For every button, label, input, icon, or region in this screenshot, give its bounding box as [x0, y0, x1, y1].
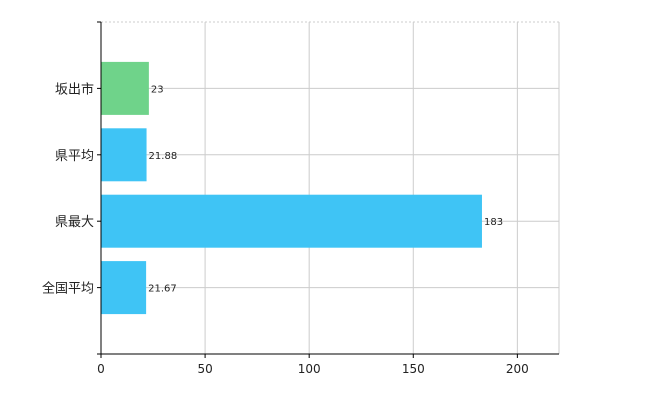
data-label: 21.88 — [149, 151, 178, 162]
bar — [101, 194, 482, 248]
x-tick-label: 200 — [506, 362, 529, 376]
x-tick-label: 50 — [197, 362, 212, 376]
axes — [97, 21, 559, 358]
bar — [101, 261, 147, 315]
data-label: 21.67 — [148, 284, 177, 295]
x-tick-label: 100 — [298, 362, 321, 376]
y-tick-label: 県平均 — [55, 149, 94, 164]
y-tick-label: 県最大 — [55, 215, 94, 230]
x-tick-label: 150 — [402, 362, 425, 376]
bar — [101, 61, 149, 115]
y-tick-label: 全国平均 — [42, 281, 94, 297]
x-tick-label: 0 — [97, 362, 105, 376]
bars — [101, 61, 482, 315]
bar — [101, 128, 147, 182]
gridlines — [101, 21, 560, 354]
y-tick-label: 坂出市 — [55, 81, 94, 97]
data-label: 23 — [151, 84, 164, 95]
data-label: 183 — [484, 217, 503, 228]
